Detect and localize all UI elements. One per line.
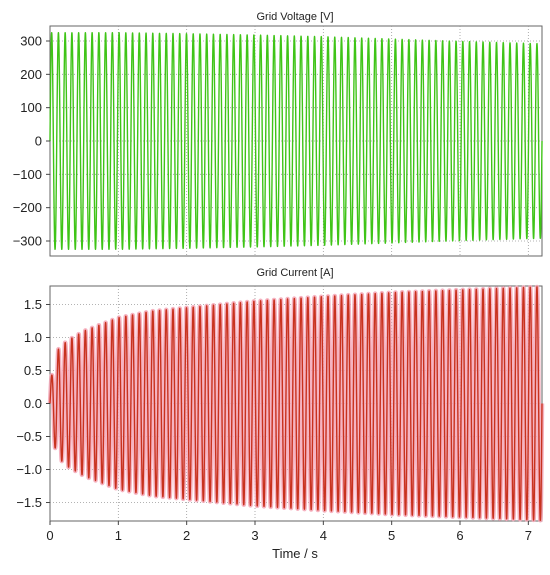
x-tick-label: 3	[251, 528, 258, 543]
current-panel: Grid Current [A] 1.5 1.0 0.5 0.0 −0.5 −1.0 −1.…	[16, 267, 545, 561]
voltage-y-tick-label: 200	[20, 67, 42, 82]
voltage-series	[49, 31, 543, 251]
voltage-y-tick-label: 100	[20, 100, 42, 115]
x-tick-label: 2	[183, 528, 190, 543]
current-series	[47, 284, 545, 523]
x-tick-label: 4	[320, 528, 327, 543]
current-y-tick-label: 1.0	[24, 330, 42, 345]
x-tick-label: 6	[456, 528, 463, 543]
voltage-title: Grid Voltage [V]	[256, 11, 333, 23]
voltage-y-tick-label: 0	[35, 134, 42, 149]
current-y-tick-label: 0.5	[24, 363, 42, 378]
current-y-tick-label: −1.5	[16, 495, 42, 510]
x-tick-label: 0	[46, 528, 53, 543]
voltage-y-tick-label: −100	[13, 167, 42, 182]
current-y-tick-label: 0.0	[24, 396, 42, 411]
current-y-ticks: 1.5 1.0 0.5 0.0 −0.5 −1.0 −1.5	[16, 297, 50, 510]
current-x-ticks: 0 1 2 3 4 5 6 7	[46, 521, 532, 543]
current-series-line	[49, 286, 543, 521]
x-axis-label: Time / s	[272, 546, 318, 561]
voltage-series-line	[49, 31, 543, 251]
x-tick-label: 1	[115, 528, 122, 543]
current-title: Grid Current [A]	[256, 267, 333, 279]
voltage-y-tick-label: −300	[13, 234, 42, 249]
current-y-tick-label: −0.5	[16, 429, 42, 444]
voltage-y-ticks: 300 200 100 0 −100 −200 −300	[13, 34, 50, 249]
voltage-y-tick-label: 300	[20, 34, 42, 49]
current-y-tick-label: 1.5	[24, 297, 42, 312]
voltage-y-tick-label: −200	[13, 200, 42, 215]
current-y-tick-label: −1.0	[16, 462, 42, 477]
voltage-panel: Grid Voltage [V] 300 200 100 0 −100 −200 −300	[13, 11, 543, 257]
x-tick-label: 5	[388, 528, 395, 543]
x-tick-label: 7	[525, 528, 532, 543]
